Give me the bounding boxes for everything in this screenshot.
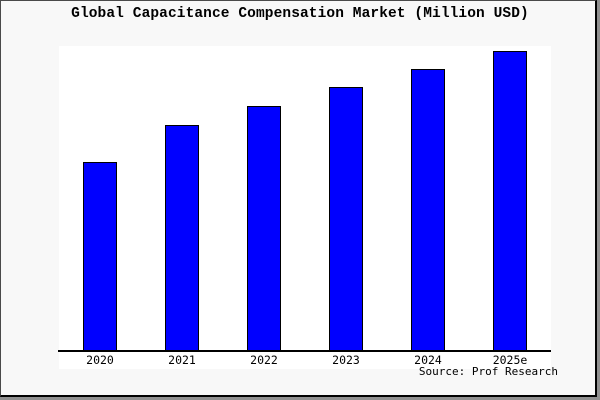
x-axis-line xyxy=(58,350,551,352)
bar-2020 xyxy=(83,162,117,351)
x-tick-label-2022: 2022 xyxy=(250,353,278,367)
x-tick-label-2024: 2024 xyxy=(414,353,442,367)
chart-title: Global Capacitance Compensation Market (… xyxy=(71,6,529,22)
x-tick-label-2020: 2020 xyxy=(86,353,114,367)
bar-2023 xyxy=(329,87,363,351)
bar-2024 xyxy=(411,69,445,351)
x-tick-label-2021: 2021 xyxy=(168,353,196,367)
bar-2021 xyxy=(165,125,199,351)
bar-2022 xyxy=(247,106,281,351)
x-tick-label-2023: 2023 xyxy=(332,353,360,367)
source-note: Source: Prof Research xyxy=(418,365,558,378)
plot-area xyxy=(59,46,551,369)
bar-2025e xyxy=(493,51,527,351)
x-tick-label-2025e: 2025e xyxy=(492,353,528,367)
